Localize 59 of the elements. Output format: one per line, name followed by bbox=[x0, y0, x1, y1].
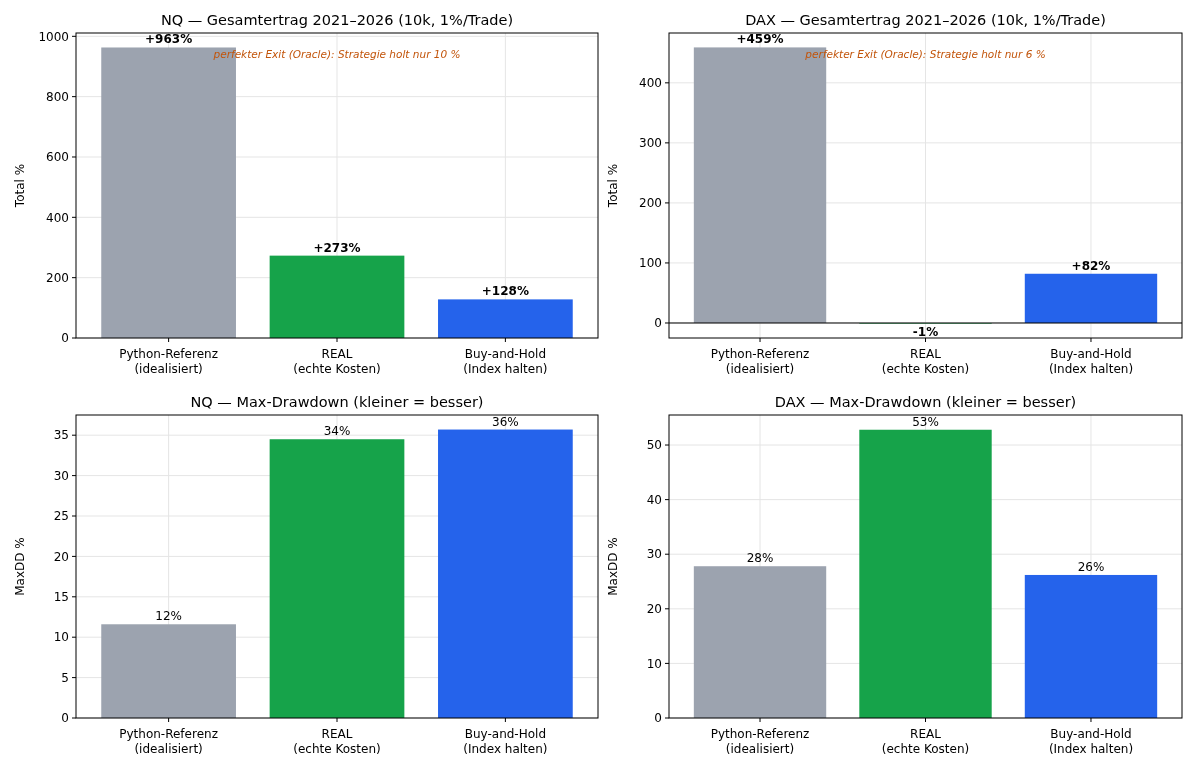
x-tick-label: REAL (echte Kosten) bbox=[881, 727, 970, 756]
data-label: 26% bbox=[1077, 559, 1105, 574]
y-tick-label: 20 bbox=[646, 602, 662, 617]
y-axis-title: Total % bbox=[606, 163, 620, 209]
y-tick-label: 10 bbox=[646, 656, 662, 671]
data-label: +273% bbox=[313, 240, 361, 255]
y-axis-title: MaxDD % bbox=[13, 537, 27, 596]
x-tick-label: Buy-and-Hold (Index halten) bbox=[463, 727, 548, 756]
chart-title: DAX — Max-Drawdown (kleiner = besser) bbox=[774, 394, 1077, 410]
x-tick-label: Python-Referenz (idealisiert) bbox=[710, 727, 810, 756]
y-tick-label: 200 bbox=[46, 270, 69, 285]
y-tick-label: 10 bbox=[53, 630, 69, 645]
y-tick-label: 25 bbox=[53, 509, 69, 524]
chart-title: NQ — Gesamtertrag 2021–2026 (10k, 1%/Trade) bbox=[160, 12, 514, 28]
chart-title: NQ — Max-Drawdown (kleiner = besser) bbox=[190, 394, 484, 410]
y-tick-label: 200 bbox=[639, 196, 662, 211]
y-tick-label: 0 bbox=[654, 711, 662, 726]
y-tick-label: 400 bbox=[46, 210, 69, 225]
y-axis-title: MaxDD % bbox=[606, 537, 620, 596]
y-tick-label: 300 bbox=[639, 136, 662, 151]
y-tick-label: 100 bbox=[639, 256, 662, 271]
annotation: perfekter Exit (Oracle): Strategie holt nur 10 % bbox=[212, 48, 461, 60]
x-tick-label: Buy-and-Hold (Index halten) bbox=[463, 347, 548, 376]
y-tick-label: 30 bbox=[53, 468, 69, 483]
y-tick-label: 50 bbox=[646, 438, 662, 453]
x-tick-label: Python-Referenz (idealisiert) bbox=[119, 727, 218, 756]
y-tick-label: 600 bbox=[46, 150, 69, 165]
data-label: 36% bbox=[492, 414, 519, 429]
y-tick-label: 40 bbox=[646, 492, 662, 507]
y-tick-label: 1000 bbox=[38, 29, 69, 44]
data-label: +128% bbox=[481, 284, 529, 299]
y-axis-title: Total % bbox=[13, 163, 27, 209]
data-label: +82% bbox=[1071, 258, 1111, 273]
data-label: 28% bbox=[746, 551, 774, 566]
y-tick-label: 20 bbox=[53, 549, 69, 564]
y-tick-label: 30 bbox=[646, 547, 662, 562]
y-tick-label: 400 bbox=[639, 76, 662, 91]
y-tick-label: 35 bbox=[53, 428, 69, 443]
y-tick-label: 0 bbox=[654, 316, 662, 331]
y-tick-label: 800 bbox=[46, 89, 69, 104]
chart-title: DAX — Gesamtertrag 2021–2026 (10k, 1%/Trade) bbox=[745, 12, 1106, 28]
data-label: 12% bbox=[155, 609, 182, 624]
y-tick-label: 0 bbox=[61, 331, 69, 346]
annotation: perfekter Exit (Oracle): Strategie holt nur 6 % bbox=[804, 48, 1046, 60]
x-tick-label: Python-Referenz (idealisiert) bbox=[710, 347, 810, 376]
y-tick-label: 15 bbox=[53, 590, 69, 604]
data-label: 53% bbox=[912, 414, 939, 429]
data-label: +459% bbox=[736, 32, 784, 47]
x-tick-label: REAL (echte Kosten) bbox=[293, 727, 381, 756]
data-label: +963% bbox=[145, 32, 193, 47]
x-tick-label: Buy-and-Hold (Index halten) bbox=[1048, 727, 1134, 756]
y-tick-label: 5 bbox=[61, 670, 69, 685]
y-tick-label: 0 bbox=[61, 711, 69, 726]
x-tick-label: REAL (echte Kosten) bbox=[293, 347, 381, 376]
data-label: 34% bbox=[323, 424, 351, 439]
x-tick-label: Buy-and-Hold (Index halten) bbox=[1048, 347, 1134, 376]
data-label: -1% bbox=[912, 324, 939, 339]
x-tick-label: Python-Referenz (idealisiert) bbox=[119, 347, 218, 376]
x-tick-label: REAL (echte Kosten) bbox=[881, 347, 970, 376]
